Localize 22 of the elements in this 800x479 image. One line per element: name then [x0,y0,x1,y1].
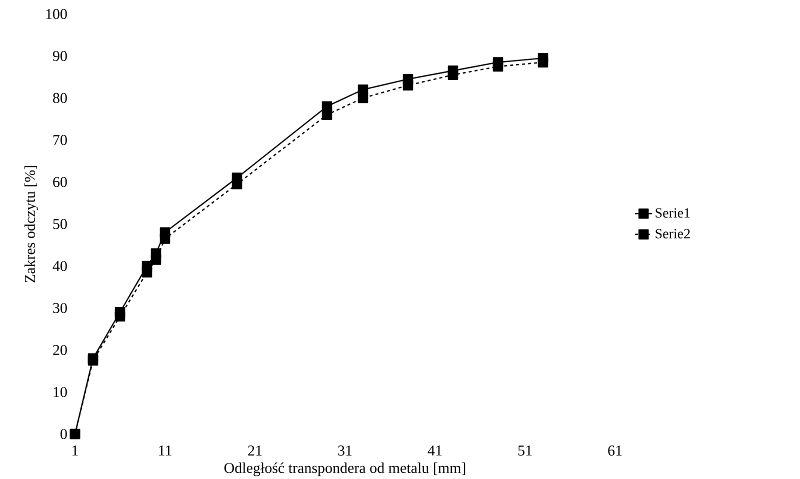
x-tick-label: 1 [72,446,78,456]
x-tick-label: 21 [248,446,262,456]
y-tick-label: 50 [53,218,67,230]
x-tick-label: 31 [338,446,352,456]
y-tick-label: 100 [46,8,67,20]
legend-label: Serie2 [656,228,690,238]
x-tick-label: 61 [608,446,622,456]
x-tick-label: 41 [428,446,442,456]
y-tick-label: 60 [53,176,67,188]
y-tick-label: 30 [53,302,67,314]
y-tick-label: 90 [52,50,67,62]
y-tick-label: 70 [53,134,67,146]
x-tick-label: 11 [159,446,172,456]
y-tick-label: 20 [53,344,67,356]
y-axis-title: Zakres odczytu [%] [24,166,38,282]
y-tick-label: 0 [60,428,67,440]
x-axis-title: Odległość transpondera od metalu [mm] [224,462,466,476]
x-tick-label: 51 [518,446,532,456]
y-tick-label: 80 [53,92,67,104]
legend-label: Serie1 [656,208,690,218]
y-tick-label: 10 [54,386,67,398]
y-tick-label: 40 [52,260,67,272]
